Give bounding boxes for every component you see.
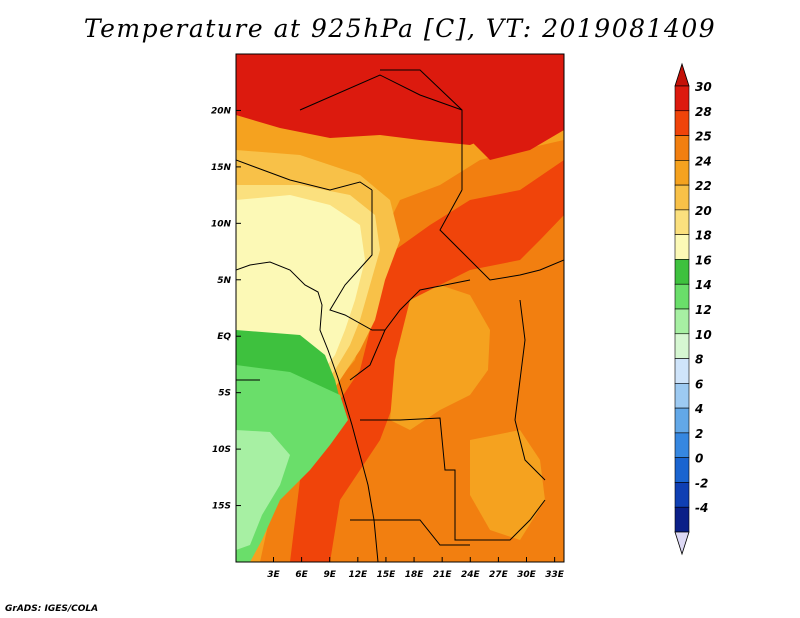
colorbar-segment xyxy=(674,407,690,434)
colorbar-label: -2 xyxy=(695,476,708,490)
colorbar-segment xyxy=(674,457,690,483)
y-tick-label: 5S xyxy=(218,389,231,399)
x-tick-label: 18E xyxy=(405,570,425,580)
x-tick-label: 27E xyxy=(489,570,509,580)
x-tick-label: 21E xyxy=(433,570,453,580)
colorbar-segment xyxy=(674,432,690,458)
colorbar-segment xyxy=(674,283,690,310)
colorbar-label: 16 xyxy=(695,253,712,267)
map-frame xyxy=(235,53,565,563)
y-axis: 20N 15N 10N 5N EQ 5S 10S 15S xyxy=(211,106,241,512)
colorbar-label: 4 xyxy=(694,402,703,416)
colorbar-segment xyxy=(674,259,690,285)
colorbar-segment xyxy=(674,482,690,508)
colorbar-label: 30 xyxy=(695,80,712,94)
colorbar-segment xyxy=(674,110,690,136)
x-tick-label: 12E xyxy=(348,570,368,580)
colorbar-segment xyxy=(674,383,690,409)
field-band-12 xyxy=(236,430,290,550)
grads-credit: GrADS: IGES/COLA xyxy=(5,604,99,614)
colorbar-label: 20 xyxy=(695,204,712,218)
y-tick-label: 10S xyxy=(212,445,231,455)
y-tick-label: 10N xyxy=(211,219,232,229)
colorbar-label: 28 xyxy=(695,105,712,119)
x-tick-label: 3E xyxy=(267,570,280,580)
y-tick-label: 15S xyxy=(212,502,231,512)
field-band-14 xyxy=(236,365,348,562)
x-tick-label: 9E xyxy=(324,570,337,580)
y-tick-label: 20N xyxy=(211,106,232,116)
colorbar-label: 8 xyxy=(695,353,703,367)
y-tick-label: 5N xyxy=(217,276,231,286)
colorbar-label: 25 xyxy=(695,130,712,144)
colorbar-segment xyxy=(674,333,690,359)
colorbar-segment xyxy=(674,308,690,335)
border-lines xyxy=(236,69,564,546)
colorbar-label: -4 xyxy=(695,501,708,515)
y-tick-label: 15N xyxy=(211,163,232,173)
colorbar-label: 10 xyxy=(695,328,712,342)
country-borders xyxy=(236,69,564,562)
colorbar-label: 0 xyxy=(695,452,703,466)
colorbar-label: 14 xyxy=(695,278,712,292)
colorbar-segment xyxy=(674,358,690,384)
field-band-30-east xyxy=(470,54,564,160)
colorbar-label: 6 xyxy=(695,377,703,391)
colorbar-label: 22 xyxy=(695,179,712,193)
colorbar-label: 12 xyxy=(695,303,712,317)
field-band-18 xyxy=(236,195,365,375)
x-tick-label: 24E xyxy=(461,570,481,580)
colorbar-segment xyxy=(674,135,690,161)
field-band-24-east xyxy=(390,285,490,430)
colorbar-segment xyxy=(674,506,690,533)
colorbar-label: 18 xyxy=(695,229,712,243)
colorbar-segment xyxy=(674,85,690,112)
x-tick-label: 6E xyxy=(295,570,308,580)
map-title: Temperature at 925hPa [C], VT: 201908140… xyxy=(83,14,717,43)
colorbar-top-arrow xyxy=(674,62,690,87)
colorbar-label: 24 xyxy=(695,154,712,168)
coastline xyxy=(236,261,379,562)
field-band-24-southeast xyxy=(470,430,545,540)
x-tick-label: 33E xyxy=(545,570,565,580)
colorbar-label: 2 xyxy=(695,427,703,441)
x-axis: 3E 6E 9E 12E 15E 18E 21E 24E 27E 30E 33E xyxy=(267,557,565,580)
colorbar-bottom-arrow xyxy=(674,531,690,556)
colorbar-segment xyxy=(674,234,690,260)
temperature-field xyxy=(236,54,564,562)
colorbar-segment xyxy=(674,184,690,211)
colorbar-segment xyxy=(674,209,690,235)
x-tick-label: 30E xyxy=(517,570,537,580)
x-tick-label: 15E xyxy=(377,570,397,580)
colorbar-segment xyxy=(674,160,690,186)
y-tick-label: EQ xyxy=(217,332,231,342)
